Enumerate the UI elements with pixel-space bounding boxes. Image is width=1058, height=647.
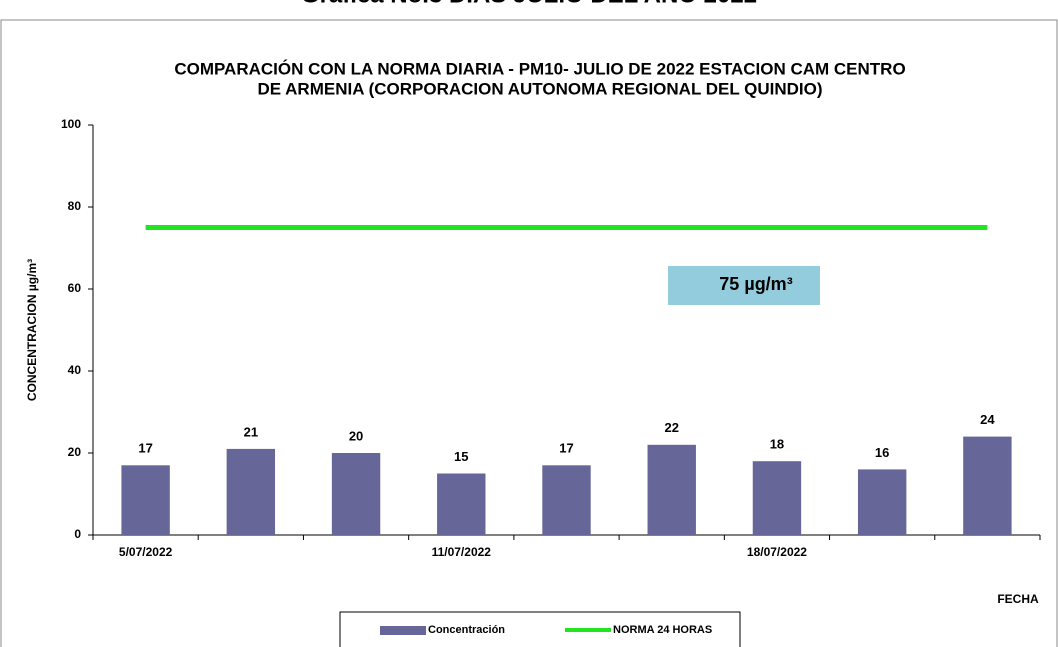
chart-subtitle: DE ARMENIA (CORPORACION AUTONOMA REGIONA… [257,79,822,98]
y-axis-title: CONCENTRACION µg/m³ [25,259,39,401]
x-tick-label: 11/07/2022 [432,545,492,559]
x-tick-label: 18/07/2022 [747,545,807,559]
legend-swatch [380,626,426,635]
y-tick-label: 20 [68,445,82,459]
y-tick-label: 0 [74,527,81,541]
bar [437,473,486,535]
annotation-box [668,266,820,305]
bar [647,444,696,535]
data-label: 20 [349,428,363,443]
y-tick-label: 100 [61,117,81,131]
bar [963,436,1012,535]
data-label: 24 [980,412,995,427]
annotation: 75 µg/m³ [719,274,792,294]
bar [331,453,381,535]
bar [226,448,276,535]
bar [752,461,802,535]
data-label: 22 [664,420,678,435]
data-label: 21 [244,424,258,439]
data-label: 15 [454,449,468,464]
bar [857,469,907,535]
chart-title: COMPARACIÓN CON LA NORMA DIARIA - PM10- … [174,59,905,78]
data-label: 17 [559,441,573,456]
data-label: 16 [875,445,889,460]
x-axis-title: FECHA [997,592,1039,606]
y-tick-label: 40 [68,363,82,377]
bar [121,465,170,535]
x-tick-label: 5/07/2022 [119,545,173,559]
data-label: 17 [138,441,152,456]
bar [542,465,591,535]
legend-label: NORMA 24 HORAS [613,624,712,636]
data-label: 18 [770,437,784,452]
y-tick-label: 60 [68,281,82,295]
y-tick-label: 80 [68,199,82,213]
legend-label: Concentración [428,624,505,636]
header: Grafica No.3 DIAS JULIO DEL AÑO 2022 [301,0,757,8]
frame [0,19,1058,647]
